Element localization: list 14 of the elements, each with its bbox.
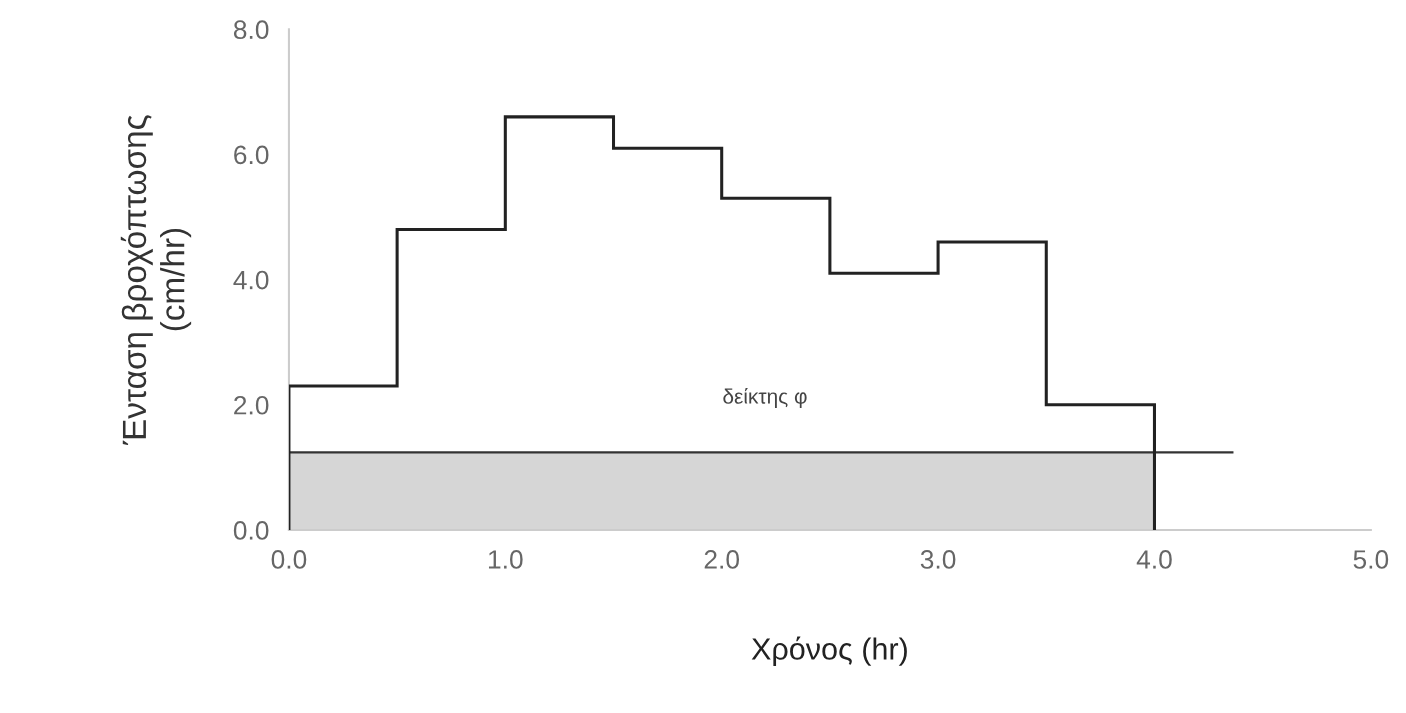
y-tick-label: 4.0 [233,270,269,290]
y-tick-label: 2.0 [234,395,269,415]
x-tick-label: 3.0 [920,550,956,569]
ref-line-label: δείκτης φ [723,387,807,408]
x-tick-label: 2.0 [704,550,740,569]
y-tick-label: 0.0 [233,521,269,540]
x-tick-label: 1.0 [488,550,523,569]
y-axis-title: Ένταση βροχόπτωσης (cm/hr) [120,115,192,446]
y-tick-label: 6.0 [234,145,269,165]
x-axis-title: Χρόνος (hr) [751,636,907,666]
y-tick-label: 8.0 [233,20,269,40]
x-tick-label: 5.0 [1353,550,1389,569]
x-tick-label: 4.0 [1136,550,1172,569]
x-tick-label: 0.0 [271,550,307,569]
